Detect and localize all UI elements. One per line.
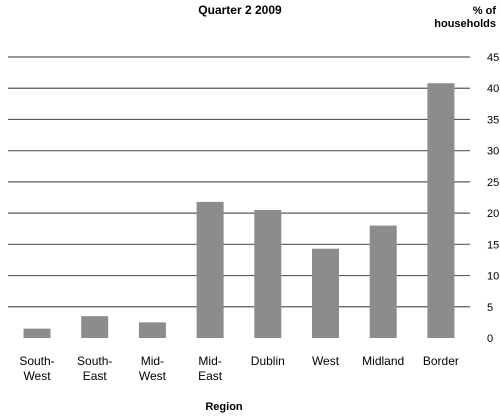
x-category-labels: South-WestSouth-EastMid-WestMid-EastDubl… [19,354,459,383]
x-tick-label: Mid- [198,354,221,368]
bar [81,316,109,338]
bar [312,248,339,338]
x-tick-label: South- [19,354,54,368]
y-tick-label: 45 [487,52,499,64]
y-tick-label: 0 [487,333,493,345]
x-tick-label: West [23,369,51,383]
x-tick-label: East [198,369,223,383]
y-tick-label: 35 [487,114,499,126]
y-tick-label: 15 [487,239,499,251]
bar [369,225,397,338]
y-axis-label-line: % of [473,5,497,17]
bar [196,201,224,338]
x-tick-label: Border [423,354,459,368]
bar [23,328,51,338]
y-tick-label: 5 [487,302,493,314]
bar [138,322,166,338]
y-tick-label: 25 [487,177,499,189]
x-axis-label: Region [205,401,243,413]
bar [427,83,455,338]
chart-title: Quarter 2 2009 [198,3,282,17]
y-tick-label: 20 [487,208,499,220]
x-tick-label: West [139,369,167,383]
bars [23,83,455,338]
y-tick-labels: 0 5 10 15 20 25 30 35 40 45 [487,52,499,345]
y-tick-label: 40 [487,83,499,95]
y-axis-label-line: households [434,18,496,30]
y-tick-label: 10 [487,271,499,283]
x-tick-label: West [312,354,340,368]
gridlines [8,56,470,308]
x-tick-label: Mid- [141,354,164,368]
x-tick-label: Midland [362,354,404,368]
bar [254,209,282,338]
y-tick-label: 30 [487,146,499,158]
x-tick-label: Dublin [251,354,285,368]
x-tick-label: South- [77,354,112,368]
x-tick-label: East [83,369,108,383]
